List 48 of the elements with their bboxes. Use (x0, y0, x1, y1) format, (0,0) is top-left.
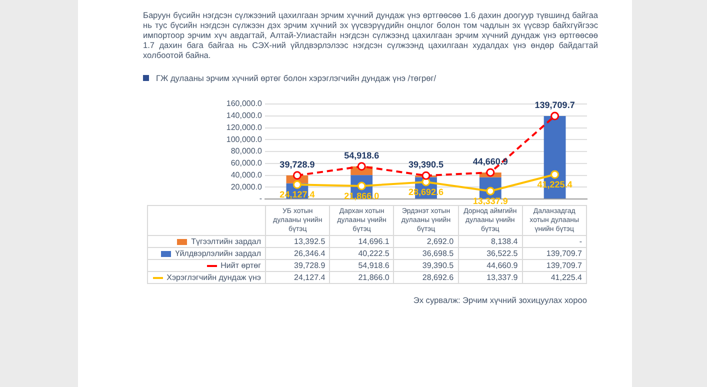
text: 54,918.6 (344, 150, 380, 160)
data-label: 13,392.5 (266, 236, 330, 248)
y-tick-label: 120,000.0 (226, 122, 263, 132)
text: 39,390.5 (408, 160, 444, 170)
data-label: 54,918.6 (330, 260, 394, 272)
data-label: 40,222.5 (330, 248, 394, 260)
data-label: 36,522.5 (458, 248, 522, 260)
text: 44,660.9 (472, 156, 508, 166)
legend-label: Үйлдвэрлэлийн зардал (175, 249, 261, 258)
y-tick-label: 20,000.0 (230, 182, 263, 192)
data-label: 28,692.6 (394, 272, 458, 284)
data-label: 21,866.0 (330, 272, 394, 284)
text: 139,709.7 (534, 100, 575, 110)
y-tick-label: 40,000.0 (230, 170, 263, 180)
point (292, 180, 302, 189)
data-label: 36,698.5 (394, 248, 458, 260)
y-tick-label: - (259, 194, 262, 204)
data-label: 13,337.9 (458, 272, 522, 284)
text: 39,728.9 (280, 159, 315, 170)
point (292, 171, 302, 180)
data-label: 2,692.0 (394, 236, 458, 248)
chart-subtitle: Баруун бүсийн нэгдсэн сүлжээний цахилгаан эрчим хүчний дундаж үнэ өртгөөсөө 1.6 дахин доогуур түвшинд байгаа нь тус бүсийн нэгдсэн сүлжээн дэх эрчим хүчний эх үүсвэрүүдийн онцлог болон том чадлын эх үүсвэр байхгүйгээс импортоор эрчим хүч авдагтай, Алтай-Улиастайн нэгдсэн сүлжээнд цахилгаан эрчим хүчний дундаж үнэ өртгөөсөө 1.7 дахин бага байгаа нь СЭХ-ний үйлдвэрлэлээс нэгдсэн сүлжээнд цахилгаан худалдах үнэ өндөр байдагтай холбоотой байна. (143, 10, 598, 60)
legend-label: Нийт өртөг (220, 261, 261, 270)
y-tick-label: 160,000.0 (226, 99, 263, 108)
data-label: 139,709.7 (522, 260, 586, 272)
data-label: 44,660.9 (458, 260, 522, 272)
y-tick-label: 100,000.0 (226, 134, 263, 144)
data-label: 14,696.1 (330, 236, 394, 248)
y-tick-label: 60,000.0 (230, 158, 263, 168)
y-tick-label: 80,000.0 (230, 146, 263, 156)
data-label: 139,709.7 (522, 248, 586, 260)
data-label: 8,138.4 (458, 236, 522, 248)
text: 13,337.9 (472, 196, 508, 206)
point (486, 168, 495, 177)
data-label: 24,127.4 (266, 272, 330, 284)
data-label: 39,728.9 (266, 260, 330, 272)
data-label: 41,225.4 (522, 272, 586, 284)
data-label: 26,346.4 (266, 248, 330, 260)
legend-label: Хэрэглэгчийн дундаж үнэ (166, 273, 261, 282)
point (550, 112, 560, 120)
y-tick-label: 140,000.0 (226, 111, 263, 120)
data-label: 39,390.5 (394, 260, 458, 272)
point (422, 171, 430, 180)
text: - (579, 237, 582, 246)
point (550, 170, 560, 179)
chart-title: ГЖ дулааны эрчим хүчний өртөг болон хэрэглэгчийн дундаж үнэ /төгрөг/ (156, 73, 436, 83)
text: Эх сурвалж: Эрчим хүчний зохицуулах хороо (413, 295, 587, 305)
legend-label: Түгээлтийн зардал (191, 237, 261, 246)
